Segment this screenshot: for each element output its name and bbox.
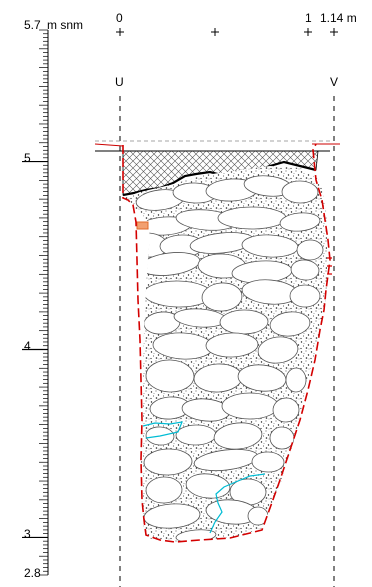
plus-marker-mid <box>304 28 312 36</box>
scale-top-label: 5.7 m snm <box>24 18 83 32</box>
stone <box>289 284 321 308</box>
stone <box>217 206 287 230</box>
stone <box>285 367 307 393</box>
ground-red-left <box>94 143 124 147</box>
horizontal-scale: 0 1 1.14 m <box>116 11 357 36</box>
scale-label-4: 4 <box>24 339 31 353</box>
plus-marker-middle <box>211 28 219 36</box>
stone <box>201 282 243 312</box>
stone <box>221 392 279 420</box>
stone <box>290 259 320 281</box>
outline-ticks <box>327 257 332 275</box>
stone <box>145 476 183 504</box>
ground-surface <box>94 140 340 152</box>
section-point-left: U <box>115 75 124 89</box>
section-point-right: V <box>330 75 338 89</box>
stone <box>219 309 269 335</box>
scale-bottom-label: 2.8 <box>24 566 41 580</box>
plus-marker-end <box>330 28 338 36</box>
scale-ruler <box>22 29 49 576</box>
stone <box>175 424 217 446</box>
water-line-upper <box>142 421 183 439</box>
stone <box>279 212 321 232</box>
topsoil-boundary <box>122 160 317 197</box>
stone <box>281 180 319 204</box>
water-line-lower <box>209 473 266 534</box>
water-lines <box>142 421 266 534</box>
stones-group <box>127 175 324 542</box>
stone <box>269 311 311 337</box>
horizontal-label-end: 1.14 m <box>320 11 357 25</box>
vertical-scale: 5.7 m snm 5 4 3 2.8 <box>22 18 83 580</box>
stone <box>205 332 259 358</box>
stone <box>296 239 324 261</box>
brick-fragment <box>136 221 149 230</box>
plus-marker-start <box>116 28 124 36</box>
stone <box>251 451 285 473</box>
horizontal-label-mid: 1 <box>305 11 312 25</box>
stone <box>272 397 300 423</box>
stone <box>213 422 263 450</box>
stone <box>257 336 299 364</box>
scale-label-3: 3 <box>24 527 31 541</box>
stone <box>143 448 193 476</box>
horizontal-label-start: 0 <box>116 11 123 25</box>
excavation-outline <box>122 143 331 543</box>
scale-label-5: 5 <box>24 151 31 165</box>
